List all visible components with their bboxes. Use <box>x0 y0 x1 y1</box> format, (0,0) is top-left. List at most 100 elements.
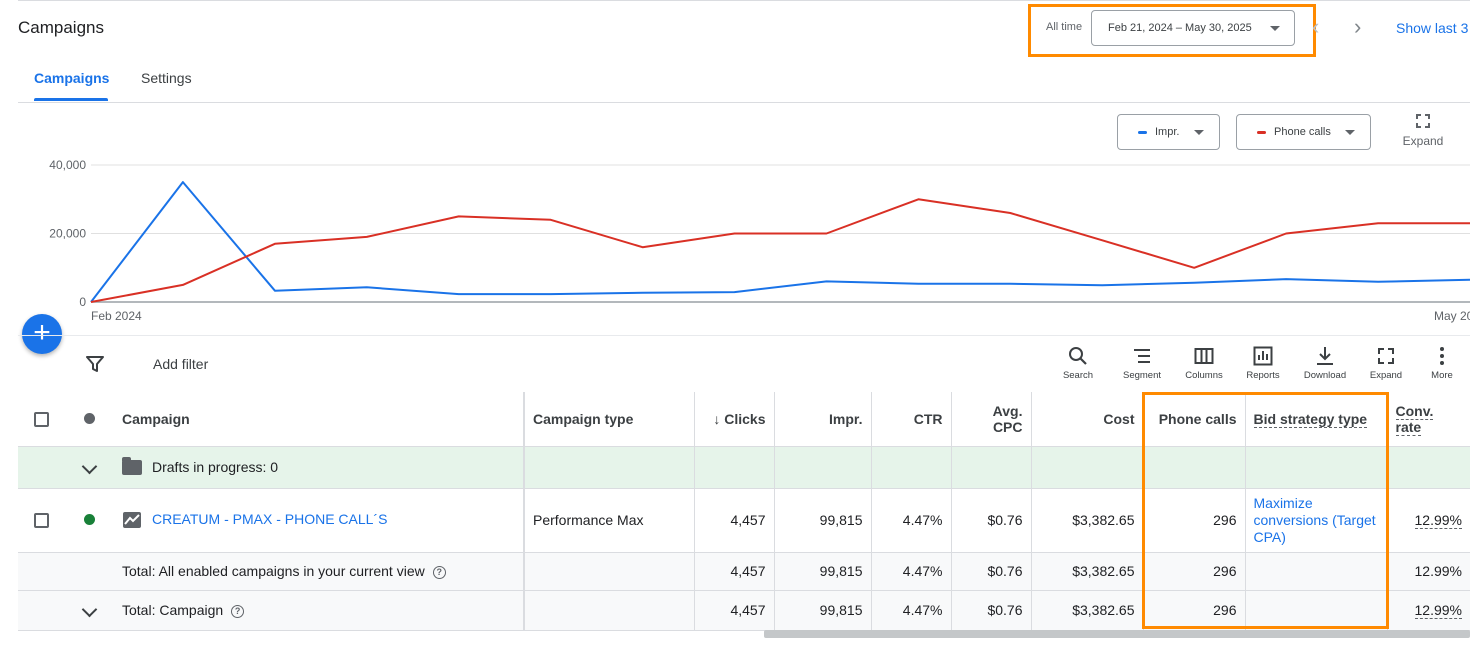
avg-cpc-cell: $0.76 <box>951 488 1032 553</box>
red-series-swatch <box>1257 131 1266 134</box>
avg-cpc-header[interactable]: Avg. CPC <box>951 392 1032 447</box>
conv-rate-cell[interactable]: 12.99% <box>1414 512 1462 529</box>
campaign-header[interactable]: Campaign <box>114 392 525 447</box>
more-vertical-icon <box>1440 347 1444 365</box>
previous-period-icon[interactable]: ‹ <box>1312 14 1320 39</box>
toolbar-download-label: Download <box>1303 370 1347 381</box>
toolbar-expand-button[interactable]: Expand <box>1356 346 1416 381</box>
toolbar-segment-label: Segment <box>1122 370 1162 381</box>
bid-strategy-header-cell[interactable]: Bid strategy type <box>1245 392 1388 447</box>
total-campaign-phone-calls: 296 <box>1143 590 1246 631</box>
pmax-campaign-icon <box>123 512 141 529</box>
total-campaign-label: Total: Campaign <box>122 602 224 618</box>
row-checkbox[interactable] <box>33 513 49 529</box>
status-header <box>64 392 114 447</box>
x-tick-label: May 20 <box>1434 309 1470 323</box>
date-range-dropdown[interactable]: Feb 21, 2024 – May 30, 2025 <box>1091 10 1295 46</box>
phone-calls-header[interactable]: Phone calls <box>1143 392 1246 447</box>
drafts-row[interactable]: Drafts in progress: 0 <box>18 446 1470 489</box>
metric1-dropdown[interactable]: Impr. <box>1117 114 1220 150</box>
conv-rate-header-cell[interactable]: Conv. rate <box>1387 392 1470 447</box>
date-range-label: All time <box>1046 21 1083 33</box>
total-campaign-cost: $3,382.65 <box>1031 590 1144 631</box>
total-enabled-row: Total: All enabled campaigns in your cur… <box>18 552 1470 591</box>
toolbar-columns-button[interactable]: Columns <box>1174 346 1234 381</box>
tab-settings[interactable]: Settings <box>141 70 192 86</box>
toolbar-segment-button[interactable]: Segment <box>1112 346 1172 381</box>
toolbar-expand-label: Expand <box>1369 370 1403 381</box>
sort-arrow-icon: ↓ <box>713 410 725 427</box>
metric2-dropdown[interactable]: Phone calls <box>1236 114 1371 150</box>
show-last-link[interactable]: Show last 3 <box>1396 20 1469 36</box>
total-enabled-impr: 99,815 <box>774 552 872 591</box>
expand-icon <box>1416 114 1430 128</box>
tab-divider <box>18 102 1470 103</box>
total-enabled-phone-calls: 296 <box>1143 552 1246 591</box>
toolbar-search-button[interactable]: Search <box>1048 346 1108 381</box>
total-enabled-avg-cpc: $0.76 <box>951 552 1032 591</box>
ctr-header[interactable]: CTR <box>871 392 952 447</box>
enabled-status-icon[interactable] <box>83 514 95 525</box>
segment-icon <box>1134 349 1150 363</box>
folder-icon <box>122 457 142 476</box>
total-campaign-clicks: 4,457 <box>694 590 775 631</box>
total-enabled-ctr: 4.47% <box>871 552 952 591</box>
toolbar-reports-button[interactable]: Reports <box>1233 346 1293 381</box>
y-tick-label: 0 <box>79 295 86 309</box>
cost-header[interactable]: Cost <box>1031 392 1144 447</box>
clicks-cell: 4,457 <box>694 488 775 553</box>
next-period-icon[interactable]: › <box>1354 14 1362 39</box>
campaign-name-link[interactable]: CREATUM - PMAX - PHONE CALL´S <box>152 510 388 527</box>
campaigns-table: Campaign Campaign type ↓ Clicks Impr. CT… <box>18 392 1470 631</box>
impressions-line <box>90 181 1470 303</box>
clicks-header: Clicks <box>724 410 766 427</box>
table-row[interactable]: CREATUM - PMAX - PHONE CALL´S Performanc… <box>18 488 1470 553</box>
total-campaign-ctr: 4.47% <box>871 590 952 631</box>
campaign-type-header[interactable]: Campaign type <box>524 392 695 447</box>
phone-calls-line <box>90 198 1470 303</box>
toolbar-search-label: Search <box>1062 370 1094 381</box>
page-title: Campaigns <box>18 18 104 37</box>
help-icon[interactable]: ? <box>231 605 245 618</box>
select-all-checkbox[interactable] <box>33 412 49 428</box>
clicks-header-cell[interactable]: ↓ Clicks <box>694 392 775 447</box>
total-campaign-impr: 99,815 <box>774 590 872 631</box>
toolbar-reports-label: Reports <box>1246 370 1280 381</box>
search-icon <box>1069 347 1087 365</box>
chart-expand-button[interactable]: Expand <box>1400 114 1446 148</box>
toolbar-more-button[interactable]: More <box>1412 346 1470 381</box>
toolbar-more-label: More <box>1431 370 1453 381</box>
tab-campaigns[interactable]: Campaigns <box>34 70 110 86</box>
total-enabled-cost: $3,382.65 <box>1031 552 1144 591</box>
chevron-down-icon <box>1194 130 1204 135</box>
chevron-down-icon[interactable] <box>81 458 97 475</box>
date-range-highlight <box>1028 4 1316 57</box>
drafts-label: Drafts in progress: 0 <box>152 458 279 475</box>
columns-icon <box>1194 348 1214 364</box>
filter-icon[interactable] <box>86 355 104 373</box>
x-tick-label: Feb 2024 <box>91 309 142 323</box>
toolbar-columns-label: Columns <box>1185 370 1223 381</box>
columns-highlight <box>1142 392 1389 629</box>
performance-chart: 40,000 20,000 0 Feb 2024 May 20 <box>49 158 1470 323</box>
chart-expand-label: Expand <box>1402 134 1444 148</box>
status-dot-icon <box>83 412 95 424</box>
total-enabled-conv-rate: 12.99% <box>1387 552 1470 591</box>
chevron-down-icon[interactable] <box>81 601 97 618</box>
active-tab-indicator <box>34 98 108 101</box>
metric2-label: Phone calls <box>1274 126 1331 138</box>
create-button[interactable]: + <box>22 314 62 354</box>
expand-icon <box>1378 348 1394 364</box>
horizontal-scrollbar[interactable] <box>764 630 1470 638</box>
impr-cell: 99,815 <box>774 488 872 553</box>
campaign-type-cell: Performance Max <box>524 488 695 553</box>
download-icon <box>1317 347 1333 365</box>
bid-strategy-header: Bid strategy type <box>1253 410 1368 428</box>
total-campaign-avg-cpc: $0.76 <box>951 590 1032 631</box>
add-filter-button[interactable]: Add filter <box>153 356 209 372</box>
toolbar-download-button[interactable]: Download <box>1295 346 1355 381</box>
help-icon[interactable]: ? <box>432 566 446 579</box>
impr-header[interactable]: Impr. <box>774 392 872 447</box>
select-all-cell <box>18 392 64 447</box>
bid-strategy-link[interactable]: Maximize conversions (Target CPA) <box>1245 488 1388 553</box>
